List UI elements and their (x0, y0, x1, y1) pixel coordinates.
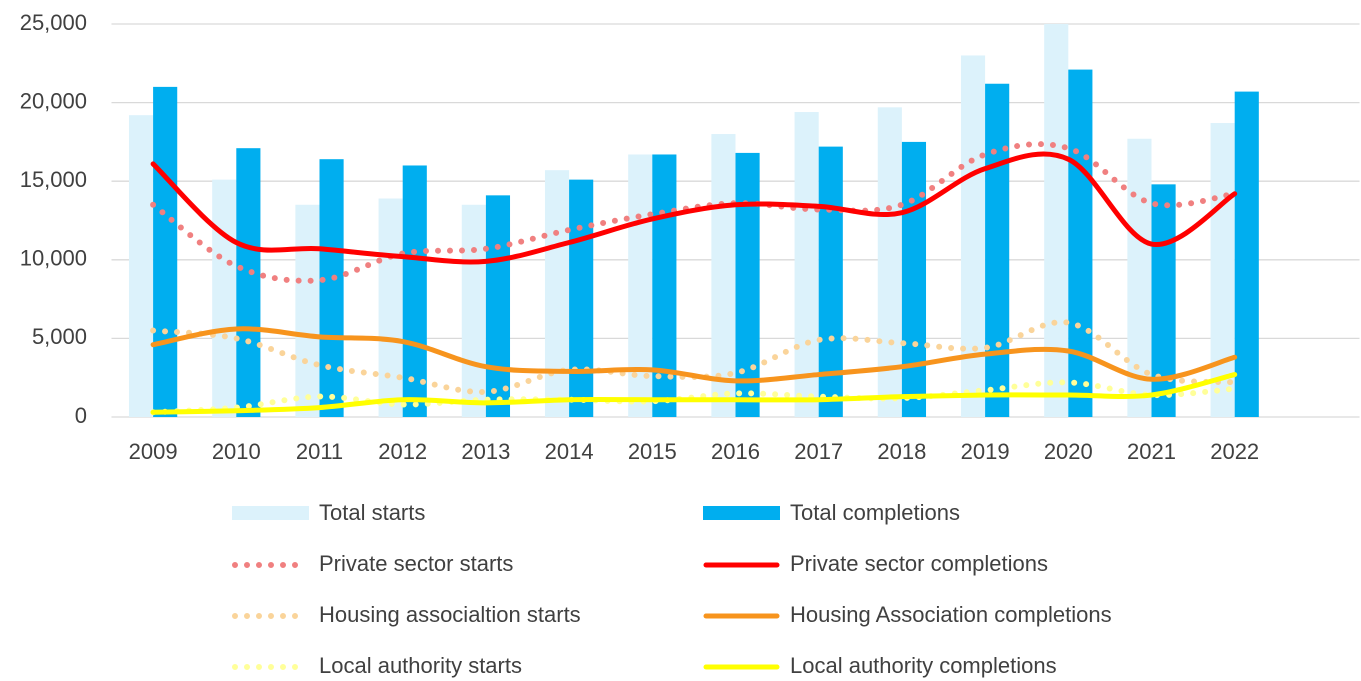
x-tick-label: 2011 (296, 439, 343, 464)
bar (128, 115, 154, 418)
legend-swatch (232, 506, 309, 520)
bar (960, 55, 986, 417)
bar (1151, 184, 1176, 417)
line (150, 319, 1238, 395)
x-tick-label: 2021 (1127, 439, 1176, 464)
bar (901, 141, 927, 417)
x-tick-label: 2012 (378, 439, 427, 464)
legend-label: Total starts (319, 500, 425, 525)
bar (402, 165, 427, 417)
bar (295, 204, 320, 417)
x-tick-label: 2010 (212, 439, 261, 464)
bar (985, 83, 1010, 418)
x-tick-label: 2017 (794, 439, 843, 464)
bar (544, 170, 570, 417)
legend-label: Private sector starts (319, 551, 513, 576)
x-tick-label: 2016 (711, 439, 760, 464)
y-tick-label: 20,000 (20, 88, 87, 113)
y-tick-label: 5,000 (32, 324, 87, 349)
bar (794, 112, 819, 418)
bar (212, 179, 237, 417)
legend-label: Private sector completions (790, 551, 1048, 576)
x-tick-label: 2018 (877, 439, 926, 464)
bar (1210, 123, 1235, 417)
x-tick-label: 2019 (961, 439, 1010, 464)
bar (711, 134, 736, 418)
line (150, 141, 1238, 284)
x-tick-label: 2015 (628, 439, 677, 464)
x-tick-label: 2009 (129, 439, 178, 464)
bar (735, 152, 760, 418)
bar (1068, 69, 1093, 417)
x-tick-label: 2020 (1044, 439, 1093, 464)
bar (569, 179, 594, 417)
bar (461, 204, 486, 417)
bar (485, 195, 511, 417)
legend-label: Total completions (790, 500, 960, 525)
legend-label: Local authority starts (319, 653, 522, 678)
y-tick-label: 15,000 (20, 167, 87, 192)
x-tick-label: 2014 (545, 439, 594, 464)
legend-swatch (703, 506, 780, 520)
bar (319, 159, 344, 417)
x-tick-label: 2022 (1210, 439, 1259, 464)
bar (378, 198, 403, 417)
bar (1044, 24, 1069, 417)
bar (1234, 91, 1259, 417)
x-tick-label: 2013 (461, 439, 510, 464)
bar (153, 86, 178, 417)
y-tick-label: 25,000 (20, 10, 87, 35)
bar (236, 148, 261, 418)
legend-label: Housing associaltion starts (319, 602, 581, 627)
line (150, 372, 1238, 415)
legend-label: Housing Association completions (790, 602, 1112, 627)
line (150, 326, 1238, 384)
line (150, 151, 1238, 265)
y-tick-label: 10,000 (20, 246, 87, 271)
y-tick-label: 0 (75, 403, 87, 428)
legend-label: Local authority completions (790, 653, 1057, 678)
